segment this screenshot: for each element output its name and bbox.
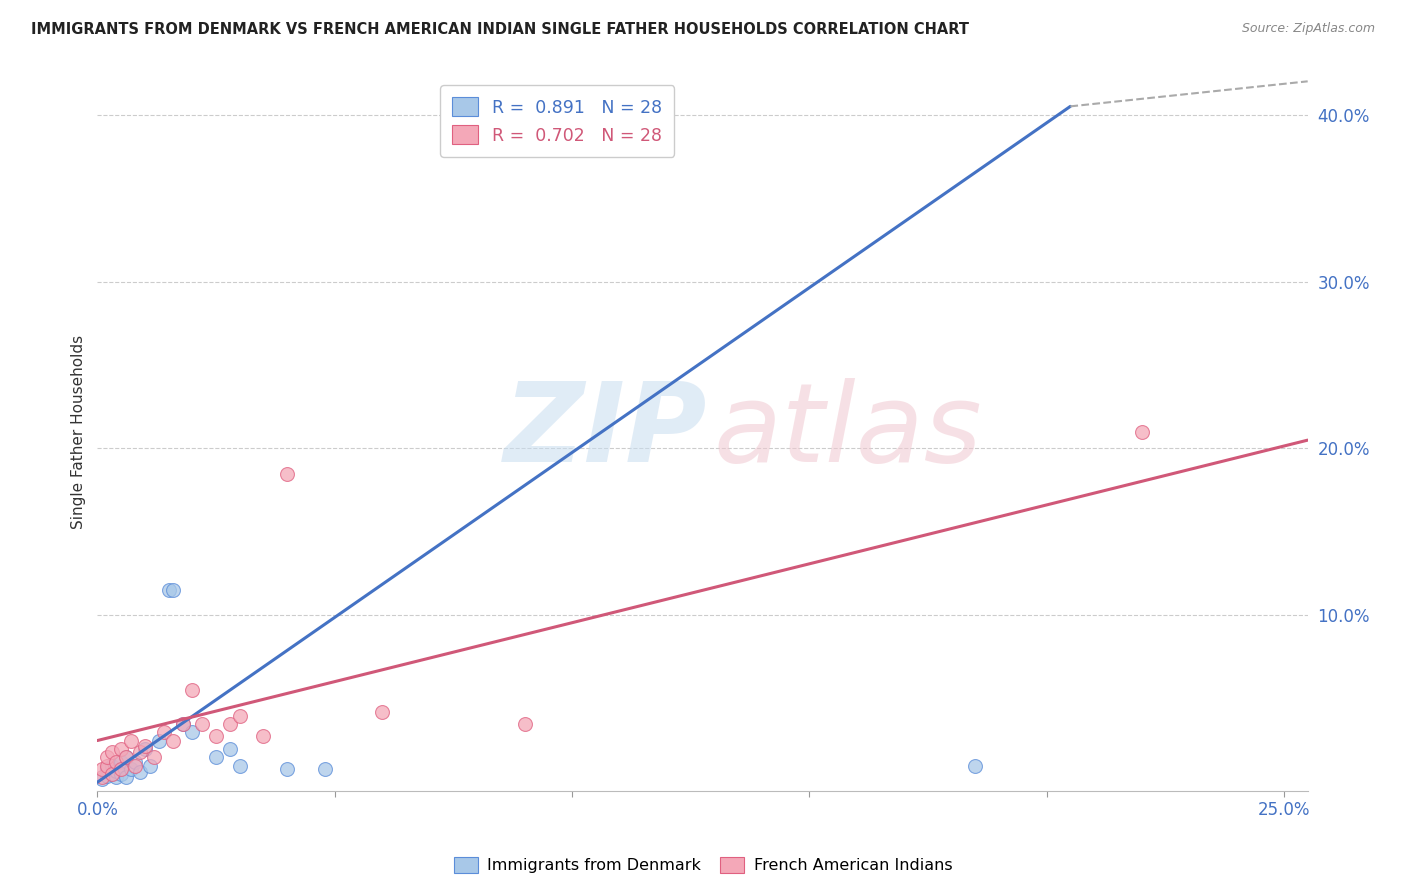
Point <box>219 716 242 731</box>
Point <box>276 467 298 481</box>
Point <box>513 716 536 731</box>
Point <box>129 765 152 780</box>
Point <box>314 762 336 776</box>
Point <box>124 756 146 770</box>
Text: atlas: atlas <box>713 378 981 485</box>
Point <box>110 742 132 756</box>
Point <box>100 745 122 759</box>
Point <box>162 583 184 598</box>
Point <box>965 758 987 772</box>
Y-axis label: Single Father Households: Single Father Households <box>72 334 86 529</box>
Point <box>100 767 122 781</box>
Point <box>138 758 160 772</box>
Point <box>96 768 118 782</box>
Point <box>191 716 214 731</box>
Point <box>100 767 122 781</box>
Point <box>100 758 122 772</box>
Point <box>172 716 194 731</box>
Point <box>205 729 228 743</box>
Point <box>143 750 166 764</box>
Point <box>114 750 136 764</box>
Point <box>124 758 146 772</box>
Point <box>157 583 180 598</box>
Point <box>96 750 118 764</box>
Point <box>276 762 298 776</box>
Point <box>114 750 136 764</box>
Point <box>219 742 242 756</box>
Point <box>371 705 394 719</box>
Point <box>134 739 156 753</box>
Point <box>129 745 152 759</box>
Point <box>134 742 156 756</box>
Legend: Immigrants from Denmark, French American Indians: Immigrants from Denmark, French American… <box>447 850 959 880</box>
Text: IMMIGRANTS FROM DENMARK VS FRENCH AMERICAN INDIAN SINGLE FATHER HOUSEHOLDS CORRE: IMMIGRANTS FROM DENMARK VS FRENCH AMERIC… <box>31 22 969 37</box>
Point <box>537 141 560 155</box>
Point <box>181 725 204 739</box>
Point <box>1130 425 1153 439</box>
Point <box>172 716 194 731</box>
Point <box>120 733 142 747</box>
Point <box>162 733 184 747</box>
Text: Source: ZipAtlas.com: Source: ZipAtlas.com <box>1241 22 1375 36</box>
Point <box>91 770 114 784</box>
Legend: R =  0.891   N = 28, R =  0.702   N = 28: R = 0.891 N = 28, R = 0.702 N = 28 <box>440 86 675 157</box>
Point <box>110 762 132 776</box>
Point <box>120 762 142 776</box>
Point <box>105 764 128 778</box>
Point <box>96 762 118 776</box>
Point <box>153 725 176 739</box>
Point <box>229 758 252 772</box>
Point <box>91 772 114 786</box>
Point <box>148 733 170 747</box>
Point <box>181 683 204 698</box>
Point <box>252 729 274 743</box>
Point <box>110 767 132 781</box>
Point <box>105 770 128 784</box>
Point <box>91 762 114 776</box>
Point <box>114 770 136 784</box>
Point <box>110 756 132 770</box>
Point <box>205 750 228 764</box>
Point <box>96 758 118 772</box>
Point <box>229 708 252 723</box>
Point <box>105 756 128 770</box>
Text: ZIP: ZIP <box>503 378 707 485</box>
